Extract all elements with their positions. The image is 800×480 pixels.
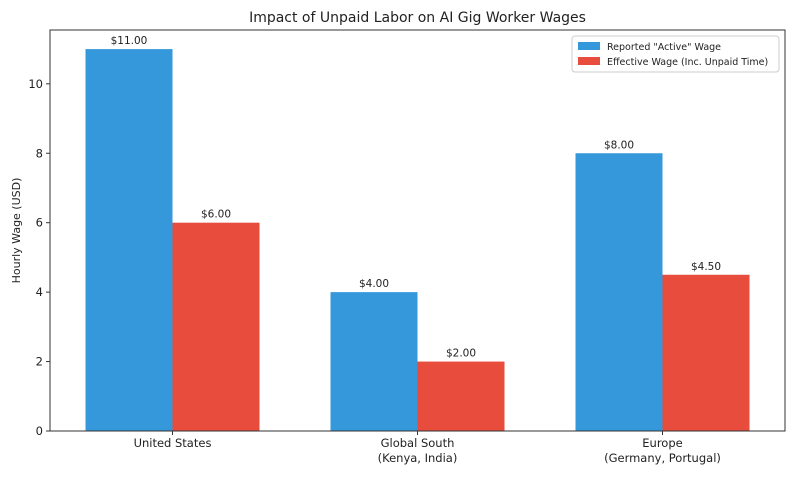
bar-0-1	[330, 292, 418, 431]
y-tick-label: 0	[36, 424, 43, 438]
x-tick-label: Europe	[642, 436, 682, 450]
data-label: $8.00	[604, 139, 634, 151]
y-tick-label: 4	[36, 285, 43, 299]
bar-0-0	[85, 49, 173, 431]
legend-swatch-0	[578, 42, 600, 50]
y-tick-label: 10	[28, 77, 43, 91]
legend-swatch-1	[578, 57, 600, 65]
legend-box	[571, 35, 780, 73]
data-label: $6.00	[201, 209, 231, 221]
bar-0-2	[575, 153, 663, 431]
bar-1-1	[417, 361, 505, 431]
y-tick-label: 8	[36, 146, 43, 160]
y-tick-label: 6	[36, 216, 43, 230]
x-tick-label: (Germany, Portugal)	[604, 451, 721, 465]
plot-frame	[49, 29, 786, 432]
y-axis-label: Hourly Wage (USD)	[10, 178, 23, 284]
bar-1-2	[662, 274, 750, 431]
data-label: $4.50	[691, 261, 721, 273]
chart-title: Impact of Unpaid Labor on AI Gig Worker …	[249, 10, 586, 26]
bar-1-0	[172, 222, 260, 431]
legend-label-0: Reported "Active" Wage	[607, 42, 721, 53]
legend-label-1: Effective Wage (Inc. Unpaid Time)	[607, 57, 768, 68]
y-tick-label: 2	[36, 355, 43, 369]
data-label: $4.00	[359, 278, 389, 290]
x-tick-label: Global South	[381, 436, 455, 450]
data-label: $2.00	[446, 348, 476, 360]
x-tick-label: (Kenya, India)	[378, 451, 458, 465]
data-label: $11.00	[111, 35, 148, 47]
x-tick-label: United States	[134, 436, 212, 450]
